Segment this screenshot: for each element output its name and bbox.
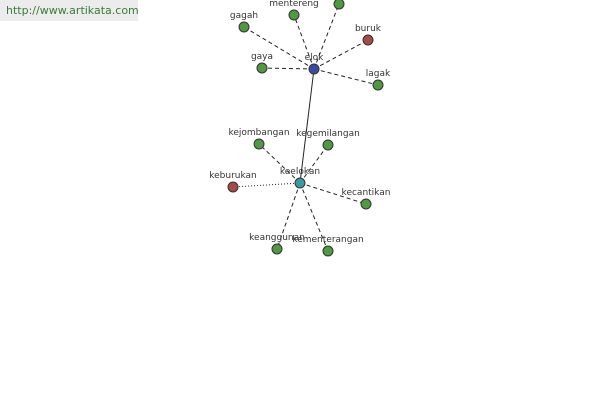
edge xyxy=(293,14,315,70)
edge xyxy=(299,144,329,184)
edge xyxy=(243,26,315,70)
site-url[interactable]: http://www.artikata.com xyxy=(0,0,139,21)
node[interactable] xyxy=(322,139,334,151)
node[interactable] xyxy=(271,243,283,255)
node-label: keelokan xyxy=(280,167,320,177)
node[interactable] xyxy=(333,0,345,10)
node[interactable] xyxy=(362,34,374,46)
node-label: kementerangan xyxy=(292,235,363,245)
node[interactable] xyxy=(288,9,300,21)
node[interactable] xyxy=(238,21,250,33)
edge xyxy=(313,68,379,86)
edge xyxy=(276,182,301,250)
node-label: elok xyxy=(305,53,325,63)
edge xyxy=(261,67,315,70)
edge xyxy=(313,3,340,70)
edge xyxy=(232,182,301,188)
edge xyxy=(258,143,301,184)
node-label: mentereng xyxy=(269,0,319,9)
node[interactable] xyxy=(308,63,320,75)
node[interactable] xyxy=(294,177,306,189)
edge xyxy=(299,182,329,252)
node-label: lagak xyxy=(366,69,391,79)
node[interactable] xyxy=(372,79,384,91)
node[interactable] xyxy=(253,138,265,150)
node-label: kegemilangan xyxy=(296,129,360,139)
node[interactable] xyxy=(322,245,334,257)
node-label: gagah xyxy=(230,11,258,21)
node[interactable] xyxy=(256,62,268,74)
node-label: keburukan xyxy=(209,171,257,181)
node[interactable] xyxy=(360,198,372,210)
node-label: kejombangan xyxy=(228,128,289,138)
node-label: kecantikan xyxy=(342,188,391,198)
edge xyxy=(299,68,315,184)
edge xyxy=(313,39,369,70)
node[interactable] xyxy=(227,181,239,193)
node-label: buruk xyxy=(355,24,382,34)
node-label: gaya xyxy=(251,52,273,62)
edge xyxy=(299,182,367,205)
node-label: keanggunan xyxy=(249,233,305,243)
